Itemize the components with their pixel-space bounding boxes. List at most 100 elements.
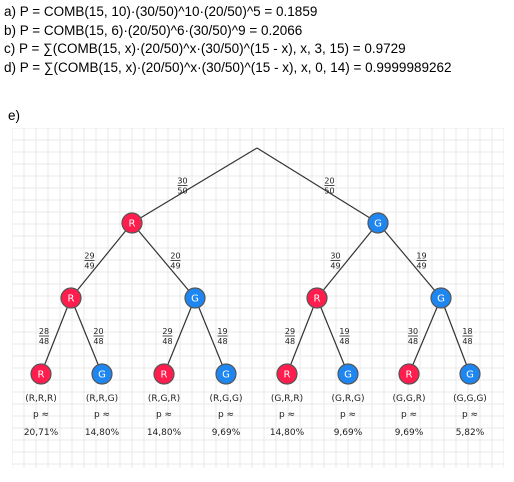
leaf-approx: p ≈ <box>94 410 110 420</box>
leaf-info-2: (R,G,R) p ≈ 14,80% <box>147 394 182 438</box>
leaf-probability: 20,71% <box>24 428 59 438</box>
edge-l2-3-0 <box>408 297 442 375</box>
fraction-denominator: 48 <box>217 337 227 346</box>
leaf-probability: 9,69% <box>212 428 241 438</box>
edge-root-0 <box>131 147 258 224</box>
fraction-denominator: 48 <box>285 337 295 346</box>
node-circle <box>153 363 175 385</box>
leaf-probability: 9,69% <box>395 428 424 438</box>
fraction-numerator: 28 <box>39 327 49 336</box>
fraction-numerator: 29 <box>162 327 172 336</box>
leaf-info-0: (R,R,R) p ≈ 20,71% <box>24 394 59 438</box>
leaf-outcome: (R,R,G) <box>86 394 118 404</box>
fraction-denominator: 48 <box>339 337 349 346</box>
node-circle <box>215 363 237 385</box>
leaf-outcome: (G,R,G) <box>332 394 365 404</box>
fraction-numerator: 19 <box>339 327 349 336</box>
leaf-outcome: (R,G,G) <box>210 394 243 404</box>
fraction-denominator: 50 <box>177 187 187 196</box>
fraction-numerator: 19 <box>416 252 426 261</box>
edge-l2-0-1 <box>70 297 103 375</box>
node-label: G <box>344 370 352 381</box>
node-label: G <box>374 219 382 230</box>
node-label: R <box>314 294 321 305</box>
node-leaf-6: R <box>398 363 420 385</box>
node-leaf-4: R <box>276 363 298 385</box>
leaf-outcome: (G,R,R) <box>271 394 303 404</box>
probability-tree: 3050205029492049304919492848204829481948… <box>12 128 504 468</box>
node-circle <box>337 363 359 385</box>
fraction-denominator: 49 <box>170 262 180 271</box>
fraction-numerator: 19 <box>217 327 227 336</box>
fraction-numerator: 18 <box>462 327 472 336</box>
node-l2-2: R <box>306 287 328 309</box>
leaf-outcome: (R,R,R) <box>25 394 57 404</box>
node-circle <box>306 287 328 309</box>
node-circle <box>459 363 481 385</box>
leaf-info-3: (R,G,G) p ≈ 9,69% <box>210 394 243 438</box>
formula-list: a) P = COMB(15, 10)·(30/50)^10·(20/50)^5… <box>4 3 452 77</box>
node-circle <box>91 363 113 385</box>
fraction-numerator: 29 <box>285 327 295 336</box>
edge-l1-1-1 <box>377 222 442 299</box>
fraction-denominator: 49 <box>416 262 426 271</box>
leaf-outcome: (G,G,R) <box>393 394 426 404</box>
node-circle <box>276 363 298 385</box>
node-circle <box>430 287 452 309</box>
node-leaf-7: G <box>459 363 481 385</box>
fraction-denominator: 49 <box>84 262 94 271</box>
grid-background <box>12 128 504 468</box>
leaf-probability: 14,80% <box>147 428 182 438</box>
fraction-numerator: 30 <box>330 252 340 261</box>
leaf-approx: p ≈ <box>218 410 234 420</box>
leaf-probability: 5,82% <box>456 428 485 438</box>
node-label: R <box>161 370 168 381</box>
node-leaf-0: R <box>30 363 52 385</box>
formula-c: c) P = ∑(COMB(15, x)·(20/50)^x·(30/50)^(… <box>4 41 406 57</box>
leaf-approx: p ≈ <box>462 410 478 420</box>
leaf-approx: p ≈ <box>156 410 172 420</box>
node-circle <box>398 363 420 385</box>
node-circle <box>121 212 143 234</box>
formula-a: a) P = COMB(15, 10)·(30/50)^10·(20/50)^5… <box>4 4 318 19</box>
formula-d: d) P = ∑(COMB(15, x)·(20/50)^x·(30/50)^(… <box>4 59 452 75</box>
node-circle <box>30 363 52 385</box>
node-label: G <box>191 294 199 305</box>
node-l2-3: G <box>430 287 452 309</box>
node-label: R <box>284 370 291 381</box>
node-circle <box>184 287 206 309</box>
fraction-numerator: 20 <box>324 177 334 186</box>
tree-nodes: R G R G R G R G R G R G R G <box>30 212 481 385</box>
edge-l1-0-1 <box>131 222 196 299</box>
fraction-denominator: 50 <box>324 187 334 196</box>
fraction-denominator: 49 <box>330 262 340 271</box>
leaf-info-4: (G,R,R) p ≈ 14,80% <box>270 394 305 438</box>
node-l2-1: G <box>184 287 206 309</box>
fraction-numerator: 20 <box>93 327 103 336</box>
node-label: R <box>68 294 75 305</box>
leaf-outcomes: (R,R,R) p ≈ 20,71% (R,R,G) p ≈ 14,80% (R,G,R) p… <box>24 394 487 438</box>
fraction-denominator: 48 <box>462 337 472 346</box>
node-label: R <box>38 370 45 381</box>
node-label: G <box>437 294 445 305</box>
leaf-approx: p ≈ <box>401 410 417 420</box>
fraction-numerator: 30 <box>177 177 187 186</box>
node-circle <box>60 287 82 309</box>
fraction-denominator: 48 <box>39 337 49 346</box>
branch-fractions: 3050205029492049304919492848204829481948… <box>39 177 473 347</box>
node-leaf-3: G <box>215 363 237 385</box>
leaf-approx: p ≈ <box>340 410 356 420</box>
leaf-probability: 14,80% <box>270 428 305 438</box>
edge-l2-2-0 <box>286 297 318 375</box>
part-e-label: e) <box>8 108 21 123</box>
